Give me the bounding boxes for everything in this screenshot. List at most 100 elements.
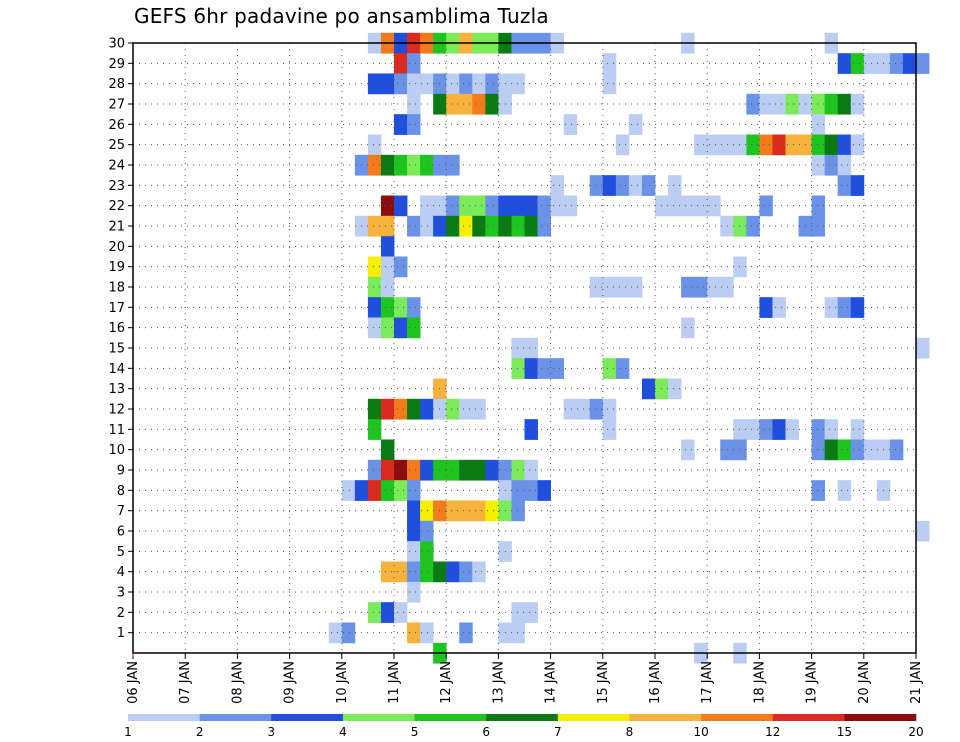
heatmap-cell bbox=[916, 53, 930, 74]
heatmap-cell bbox=[485, 459, 499, 481]
heatmap-cell bbox=[524, 195, 538, 217]
heatmap-cell bbox=[394, 256, 408, 278]
heatmap-cell bbox=[746, 93, 760, 115]
colorbar-swatch bbox=[128, 714, 200, 721]
heatmap-cell bbox=[681, 317, 695, 339]
x-tick-label: 18 JAN bbox=[752, 661, 767, 704]
x-tick-label: 15 JAN bbox=[596, 661, 611, 704]
heatmap-cell bbox=[394, 297, 408, 318]
heatmap-cell bbox=[367, 398, 382, 420]
heatmap-cell bbox=[511, 73, 525, 95]
heatmap-cell bbox=[420, 459, 434, 481]
heatmap-cell bbox=[459, 500, 473, 522]
heatmap-cell bbox=[537, 480, 551, 501]
heatmap-cell bbox=[681, 195, 695, 217]
x-tick-label: 09 JAN bbox=[283, 661, 298, 704]
heatmap-cell bbox=[537, 358, 551, 379]
y-tick-label: 29 bbox=[108, 57, 125, 72]
y-tick-label: 13 bbox=[108, 382, 125, 397]
heatmap-cell bbox=[407, 561, 421, 583]
x-tick-label: 17 JAN bbox=[700, 661, 715, 704]
heatmap-cell bbox=[537, 215, 551, 237]
y-tick-label: 6 bbox=[117, 525, 125, 540]
colorbar-label: 15 bbox=[837, 725, 852, 739]
heatmap-cell bbox=[511, 459, 525, 481]
heatmap-cell bbox=[733, 215, 747, 237]
heatmap-cell bbox=[459, 195, 473, 217]
heatmap-cell bbox=[367, 256, 382, 278]
heatmap-cell bbox=[407, 114, 421, 135]
heatmap-cell bbox=[394, 317, 408, 339]
x-tick-label: 12 JAN bbox=[439, 661, 454, 704]
heatmap-cell bbox=[694, 134, 708, 156]
heatmap-cell bbox=[511, 358, 525, 379]
heatmap-cell bbox=[628, 114, 643, 135]
heatmap-cell bbox=[459, 215, 473, 237]
y-tick-label: 27 bbox=[108, 98, 125, 113]
heatmap-cell bbox=[380, 317, 395, 339]
colorbar-label: 10 bbox=[693, 725, 708, 739]
heatmap-cell bbox=[602, 398, 617, 420]
heatmap-cell bbox=[407, 215, 421, 237]
colorbar-label: 20 bbox=[908, 725, 923, 739]
colorbar-swatch bbox=[701, 714, 774, 721]
y-tick-label: 23 bbox=[108, 179, 125, 194]
heatmap-cell bbox=[407, 154, 421, 176]
heatmap-cell bbox=[681, 439, 695, 461]
y-tick-label: 11 bbox=[108, 423, 125, 438]
heatmap-cell bbox=[850, 175, 865, 196]
heatmap-cell bbox=[720, 439, 734, 461]
y-tick-label: 7 bbox=[117, 504, 125, 519]
colorbar-label: 6 bbox=[482, 725, 490, 739]
heatmap-cell bbox=[550, 358, 565, 379]
heatmap-cell bbox=[367, 276, 382, 298]
heatmap-cell bbox=[759, 419, 773, 440]
heatmap-cell bbox=[602, 276, 617, 298]
heatmap-cell bbox=[380, 73, 395, 95]
heatmap-cell bbox=[916, 520, 930, 542]
heatmap-cell bbox=[394, 398, 408, 420]
heatmap-cell bbox=[446, 459, 460, 481]
x-tick-label: 21 JAN bbox=[909, 661, 924, 704]
heatmap-cell bbox=[902, 53, 917, 74]
colorbar-swatch bbox=[844, 714, 917, 721]
heatmap-cell bbox=[446, 500, 460, 522]
heatmap-cell bbox=[367, 317, 382, 339]
heatmap-cell bbox=[420, 195, 434, 217]
heatmap-cell bbox=[772, 419, 786, 440]
heatmap-cell bbox=[824, 439, 839, 461]
heatmap-cell bbox=[550, 175, 565, 196]
heatmap-cell bbox=[772, 134, 786, 156]
heatmap-cell bbox=[328, 622, 343, 644]
y-tick-label: 17 bbox=[108, 301, 125, 316]
heatmap-cell bbox=[615, 134, 630, 156]
heatmap-cell bbox=[811, 134, 826, 156]
heatmap-cell bbox=[785, 134, 799, 156]
heatmap-cell bbox=[733, 256, 747, 278]
colorbar-label: 1 bbox=[124, 725, 132, 739]
heatmap-cell bbox=[668, 378, 682, 400]
heatmap-cell bbox=[407, 581, 421, 603]
heatmap-cell bbox=[772, 93, 786, 115]
heatmap-cell bbox=[641, 175, 656, 196]
y-tick-label: 20 bbox=[108, 240, 125, 255]
heatmap-cell bbox=[485, 500, 499, 522]
heatmap-cell bbox=[446, 195, 460, 217]
heatmap-cell bbox=[380, 236, 395, 257]
heatmap-cell bbox=[746, 134, 760, 156]
heatmap-cell bbox=[837, 93, 852, 115]
heatmap-cell bbox=[407, 317, 421, 339]
heatmap-cell bbox=[367, 154, 382, 176]
heatmap-cell bbox=[811, 480, 826, 501]
heatmap-cell bbox=[602, 53, 617, 74]
heatmap-cell bbox=[707, 276, 721, 298]
heatmap-cell bbox=[524, 459, 538, 481]
heatmap-cell bbox=[394, 480, 408, 501]
heatmap-cell bbox=[524, 419, 538, 440]
heatmap-cell bbox=[380, 195, 395, 217]
heatmap-cell bbox=[889, 53, 904, 74]
heatmap-cell bbox=[837, 297, 852, 318]
heatmap-cell bbox=[811, 154, 826, 176]
heatmap-cell bbox=[485, 93, 499, 115]
